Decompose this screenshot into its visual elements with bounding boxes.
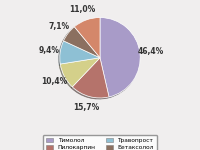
Text: 7,1%: 7,1% [49, 22, 70, 31]
Text: 10,4%: 10,4% [41, 77, 68, 86]
Wedge shape [64, 27, 100, 58]
Wedge shape [60, 58, 100, 87]
Wedge shape [72, 58, 109, 98]
Text: 15,7%: 15,7% [73, 103, 100, 112]
Legend: Тимолол, Пилокарпин, Ацетазоламид, Травопрост, Бетаксолол, Прочие: Тимолол, Пилокарпин, Ацетазоламид, Траво… [43, 135, 157, 150]
Wedge shape [60, 41, 100, 64]
Wedge shape [100, 18, 140, 97]
Text: 46,4%: 46,4% [138, 47, 164, 56]
Text: 9,4%: 9,4% [39, 46, 60, 55]
Wedge shape [74, 18, 100, 58]
Text: 11,0%: 11,0% [69, 5, 96, 14]
